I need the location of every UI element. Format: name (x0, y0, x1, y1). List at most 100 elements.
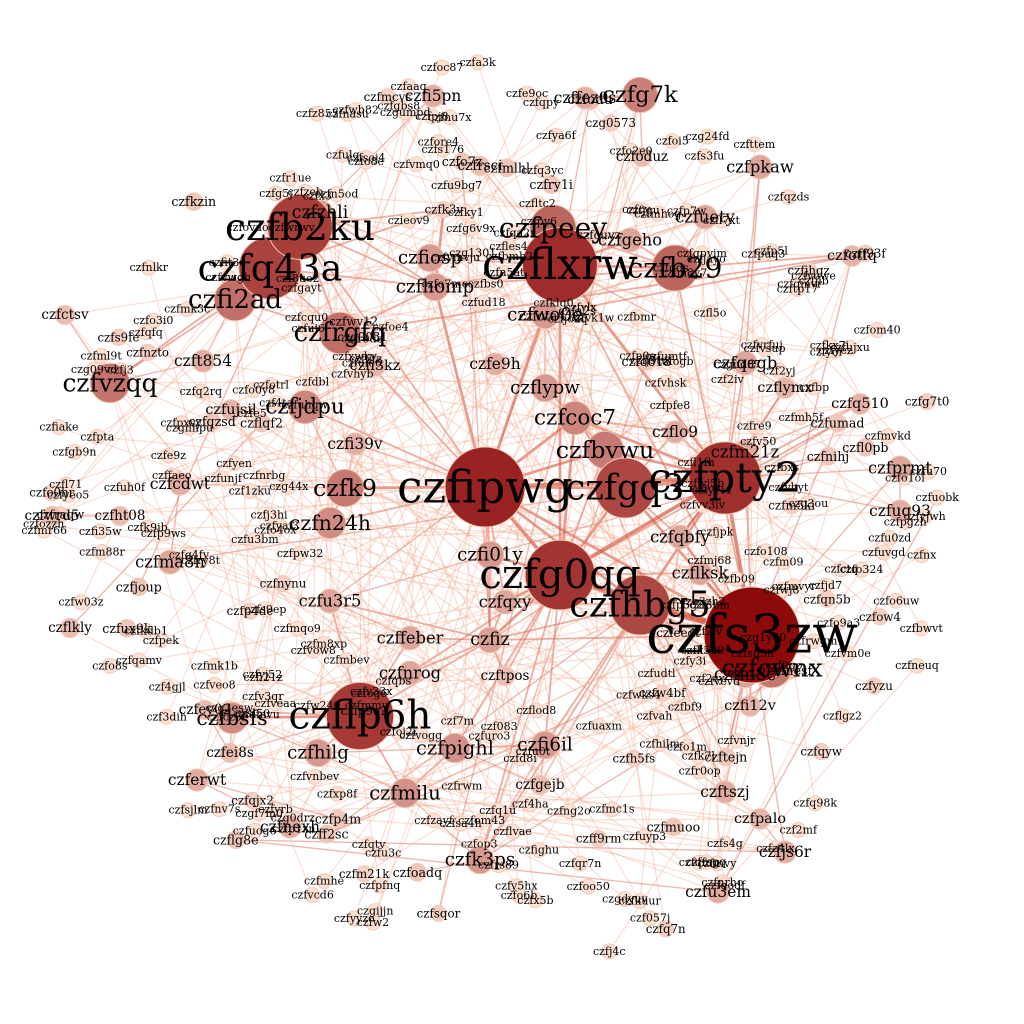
node-czfpty2[interactable] (688, 441, 762, 515)
node-czfbsfs[interactable] (215, 701, 249, 735)
node-czfb29[interactable] (651, 244, 699, 292)
node-czfbwvt[interactable] (913, 620, 930, 637)
node-czfxp8f[interactable] (329, 785, 346, 802)
node-czfgq3[interactable] (594, 457, 656, 519)
node-czfmvkd[interactable] (879, 428, 896, 445)
node-czfk7l[interactable] (690, 747, 707, 764)
node-czfmilu[interactable] (389, 777, 421, 809)
node-czfz853[interactable] (309, 105, 326, 122)
node-czfqr7n[interactable] (572, 855, 589, 872)
node-czfjoup[interactable] (129, 577, 149, 597)
node-czfmqo9[interactable] (289, 620, 306, 637)
node-czfm09[interactable] (775, 554, 792, 571)
node-czfpxvy[interactable] (173, 415, 190, 432)
node-czfx5b[interactable] (527, 892, 544, 909)
node-czfulq[interactable] (334, 146, 351, 163)
node-czfunjf[interactable] (215, 470, 232, 487)
node-czfbmr[interactable] (628, 309, 645, 326)
node-czfg7t0[interactable] (918, 393, 936, 411)
node-czfyjwh[interactable] (916, 508, 933, 525)
node-czfud18[interactable] (475, 294, 492, 311)
node-czftejn[interactable] (716, 747, 736, 767)
node-czfng2o[interactable] (560, 803, 577, 820)
node-czfmk3c[interactable] (179, 300, 196, 317)
node-czfjdpu[interactable] (287, 389, 323, 425)
node-czfcuvz2[interactable] (664, 133, 681, 150)
node-czfpuq3[interactable] (755, 246, 772, 262)
node-czfoo50[interactable] (580, 878, 597, 895)
node-czfuaxm[interactable] (590, 718, 607, 735)
node-czfqmvr[interactable] (791, 276, 808, 293)
node-czfctsv[interactable] (54, 304, 76, 326)
node-czfhilg[interactable] (303, 738, 333, 768)
node-czfqxy[interactable] (492, 589, 518, 615)
node-czfujsil[interactable] (220, 399, 242, 421)
node-czfp4de[interactable] (241, 602, 259, 620)
node-czflvae[interactable] (504, 823, 521, 840)
node-czfjgu[interactable] (635, 202, 652, 219)
node-czfma8n[interactable] (157, 549, 183, 575)
node-czfre9[interactable] (746, 417, 763, 434)
node-czfore4[interactable] (430, 134, 447, 151)
node-czfrgfq[interactable] (318, 311, 362, 355)
node-czfo0y8[interactable] (245, 382, 262, 399)
node-czferwt[interactable] (185, 768, 209, 792)
node-czfdbl[interactable] (304, 374, 321, 391)
node-czfk9ib[interactable] (139, 519, 156, 536)
node-czfi3kz[interactable] (364, 355, 386, 377)
node-czfbxs[interactable] (773, 459, 790, 476)
node-czfjs6r[interactable] (773, 840, 797, 864)
node-czft854[interactable] (191, 349, 215, 373)
node-czfvbyt[interactable] (780, 479, 797, 496)
node-czfuvgd[interactable] (875, 544, 892, 561)
node-czfn5at[interactable] (495, 264, 512, 281)
node-czfe9z[interactable] (160, 447, 177, 464)
node-czfd8i[interactable] (512, 750, 528, 767)
node-czfjpk[interactable] (708, 523, 725, 540)
node-czfzayf[interactable] (425, 812, 442, 829)
node-czfjhgz[interactable] (800, 261, 818, 280)
node-czfnu7x[interactable] (441, 109, 458, 126)
node-czfu70[interactable] (920, 463, 937, 480)
node-czfs3zw[interactable] (703, 586, 801, 684)
node-czfhilm[interactable] (651, 736, 668, 752)
node-czfwo0e[interactable] (530, 300, 560, 330)
node-czfmvyr[interactable] (785, 578, 802, 595)
node-czfvzqq[interactable] (89, 362, 131, 404)
node-czfiosp[interactable] (415, 243, 445, 273)
node-czfu3c[interactable] (375, 844, 392, 861)
node-czfsoj4[interactable] (358, 150, 375, 166)
node-czfdmvu[interactable] (248, 706, 265, 723)
node-czfev02[interactable] (194, 699, 216, 721)
node-czfo324[interactable] (853, 561, 870, 578)
node-czfj3hi[interactable] (261, 507, 278, 524)
node-czfgejb[interactable] (529, 774, 551, 796)
node-czfq510[interactable] (849, 393, 871, 415)
node-czflypw[interactable] (530, 373, 560, 403)
node-czfmk1b[interactable] (206, 657, 223, 674)
node-czfvogg[interactable] (412, 727, 429, 744)
node-czff2sc[interactable] (317, 824, 336, 844)
node-czfq1u[interactable] (489, 802, 506, 819)
node-czfnx[interactable] (913, 547, 930, 564)
node-czfo108[interactable] (757, 543, 774, 560)
node-czfq98k[interactable] (807, 795, 824, 812)
node-czfwrd5[interactable] (41, 505, 63, 527)
node-czfow4[interactable] (871, 608, 889, 626)
node-czfn24h[interactable] (313, 506, 347, 540)
node-czfvcd6[interactable] (304, 887, 321, 904)
node-czfoj2i[interactable] (390, 723, 406, 740)
node-czfpta[interactable] (89, 428, 106, 445)
node-czfg5j[interactable] (267, 185, 284, 202)
node-czfotrl[interactable] (263, 377, 279, 394)
node-czfa3k[interactable] (469, 54, 486, 71)
node-czfo3i0[interactable] (145, 312, 162, 329)
node-czfo6b[interactable] (511, 887, 527, 904)
node-czftszj[interactable] (713, 780, 737, 804)
node-czfvnbev[interactable] (306, 768, 323, 785)
node-czfm8xp[interactable] (315, 636, 332, 652)
node-czfu3r5[interactable] (317, 588, 343, 614)
node-czfnzto[interactable] (139, 343, 157, 361)
node-czfyzu[interactable] (865, 677, 883, 695)
node-czfo0hr[interactable] (43, 484, 61, 502)
